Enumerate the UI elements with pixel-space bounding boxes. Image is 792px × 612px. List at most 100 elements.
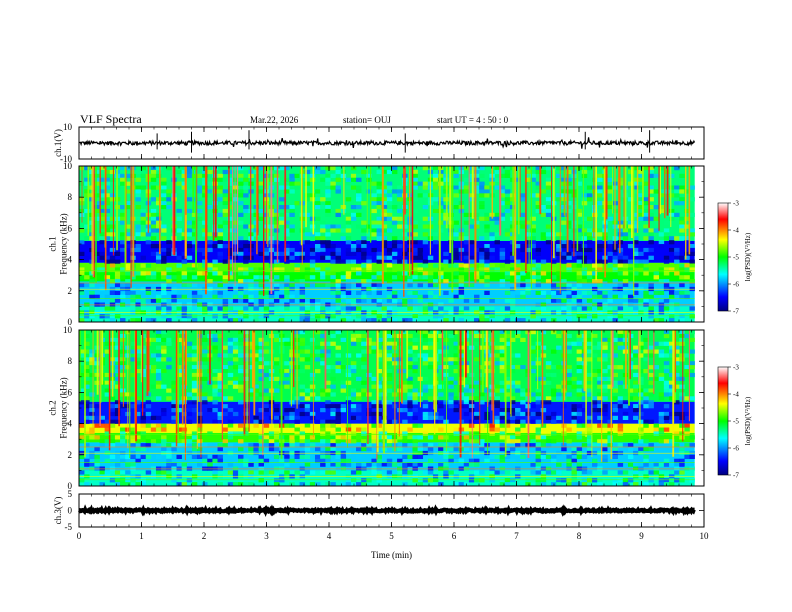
ch2-spectrogram-cell [602, 337, 608, 342]
ch2-spectrogram-cell [407, 427, 413, 432]
ch2-spectrogram-cell [330, 333, 336, 339]
ch2-spectrogram-cell [130, 372, 136, 378]
ch2-spectrogram-cell [222, 411, 229, 417]
ch1-spectrogram-cell [243, 306, 249, 311]
ch2-spectrogram-cell [504, 435, 511, 440]
ch2-spectrogram-cell [314, 435, 321, 440]
ch1-spectrogram-cell [258, 216, 264, 221]
ch1-spectrogram-cell [314, 240, 321, 245]
ch1-spectrogram-cell [330, 271, 336, 276]
ch2-spectrogram-cell [294, 470, 300, 475]
ch2-spectrogram-cell [474, 470, 480, 475]
ch2-spectrogram-cell [412, 435, 418, 440]
ch1-spectrogram-cell [130, 290, 136, 295]
ch1-spectrogram-cell [535, 193, 542, 198]
ch2-spectrogram-cell [535, 345, 542, 350]
ch2-spectrogram-cell [674, 357, 680, 362]
ch1-spectrogram-cell [99, 201, 105, 206]
ch2-spectrogram-cell [638, 447, 644, 452]
ch2-spectrogram-cell [663, 380, 670, 385]
ch1-spectrogram-cell [617, 267, 624, 272]
ch2-spectrogram-sferic [562, 330, 564, 446]
ch2-spectrogram-sferic [248, 330, 250, 432]
ch2-spectrogram-cell [576, 411, 583, 417]
ch2-spectrogram-cell [181, 411, 188, 417]
ch2-spectrogram-cell [617, 396, 624, 401]
ch1-spectrogram-cell [386, 212, 393, 217]
ch1-spectrogram-cell [376, 251, 382, 256]
ch2-spectrogram-cell [586, 337, 593, 342]
ch2-spectrogram-cell [597, 404, 603, 409]
ch2-spectrogram-cell [448, 333, 454, 339]
ch2-spectrogram-cell [386, 357, 393, 362]
ch1-spectrogram-cell [345, 283, 352, 288]
ch1-spectrogram-cell [120, 173, 126, 178]
ch2-spectrogram-cell [663, 388, 670, 393]
ch1-spectrogram-cell [556, 290, 562, 295]
ch2-spectrogram-cell [684, 353, 690, 358]
ch1-spectrogram-cell [489, 255, 495, 260]
ch1-spectrogram-sferic [525, 166, 527, 273]
ch1-spectrogram-cell [304, 314, 311, 319]
ch2-spectrogram-cell [114, 400, 121, 405]
ch1-spectrogram-cell [463, 212, 470, 217]
ch2-spectrogram-cell [597, 357, 603, 362]
ch1-spectrogram-cell [597, 189, 603, 194]
ch1-spectrogram-cell [330, 166, 336, 171]
ch2-spectrogram-cell [166, 470, 172, 475]
ch2-spectrogram-cell [438, 349, 444, 354]
ch1-spectrogram-cell [658, 267, 665, 272]
ch1-spectrogram-cell [258, 275, 264, 280]
ch1-spectrogram-cell [391, 259, 398, 264]
ch2-spectrogram-cell [273, 361, 280, 366]
ch1-spectrogram-cell [607, 244, 613, 249]
ch1-spectrogram-cell [196, 247, 203, 253]
ch1-spectrogram-cell [253, 169, 259, 175]
ch1-spectrogram-cell [448, 283, 454, 288]
ch1-spectrogram-cell [273, 251, 280, 256]
ch1-spectrogram-cell [135, 189, 141, 194]
ch1-spectrogram-cell [376, 205, 382, 210]
ch2-spectrogram-cell [243, 341, 249, 346]
ch1-spectrogram-cell [176, 228, 182, 233]
ch2-spectrogram-cell [386, 376, 393, 381]
ch2-spectrogram-cell [438, 365, 444, 370]
ch1-spectrogram-cell [340, 306, 347, 311]
ch1-spectrogram-sferic [563, 166, 565, 216]
ch1-spectrogram-cell [494, 267, 500, 272]
ch1-spectrogram-cell [309, 216, 316, 221]
ch2-spectrogram-cell [530, 443, 536, 448]
ch2-spectrogram-cell [679, 337, 685, 342]
ch1-spectrogram-cell [407, 275, 413, 280]
ch1-spectrogram-cell [222, 244, 229, 249]
ch1-spectrogram-cell [109, 255, 116, 260]
ch2-spectrogram-cell [545, 431, 552, 436]
ch2-spectrogram-cell [474, 411, 480, 417]
ch2-spectrogram-sferic [492, 330, 495, 425]
ch1-spectrogram-cell [176, 216, 182, 221]
ch1-spectrogram-cell [658, 166, 665, 171]
ch1-spectrogram-cell [561, 283, 567, 288]
ch2-spectrogram-cell [371, 376, 377, 381]
ch2-spectrogram-cell [191, 400, 198, 405]
ch2-spectrogram-cell [617, 365, 624, 370]
ch2-spectrogram-cell [227, 427, 234, 432]
ch2-spectrogram-cell [299, 369, 306, 374]
ch2-spectrogram-cell [345, 369, 352, 374]
ch2-spectrogram-cell [325, 369, 331, 374]
ch1-spectrogram-cell [243, 298, 249, 303]
ch2-spectrogram-cell [155, 423, 162, 428]
ch1-spectrogram-cell [515, 318, 521, 323]
ch1-spectrogram-cell [499, 212, 506, 217]
ch2-spectrogram-cell [125, 462, 131, 467]
ch2-spectrogram-cell [202, 482, 208, 487]
ch2-spectrogram-cell [284, 384, 290, 389]
ch1-spectrogram-cell [94, 267, 100, 272]
ch1-spectrogram-sferic [604, 166, 607, 278]
ch2-spectrogram-cell [407, 411, 413, 417]
ch2-spectrogram-cell [597, 478, 603, 483]
ch1-spectrogram-cell [273, 224, 280, 229]
ch1-spectrogram-cell [561, 220, 567, 225]
ch2-spectrogram-cell [227, 419, 234, 424]
ch1-spectrogram-cell [258, 189, 264, 194]
